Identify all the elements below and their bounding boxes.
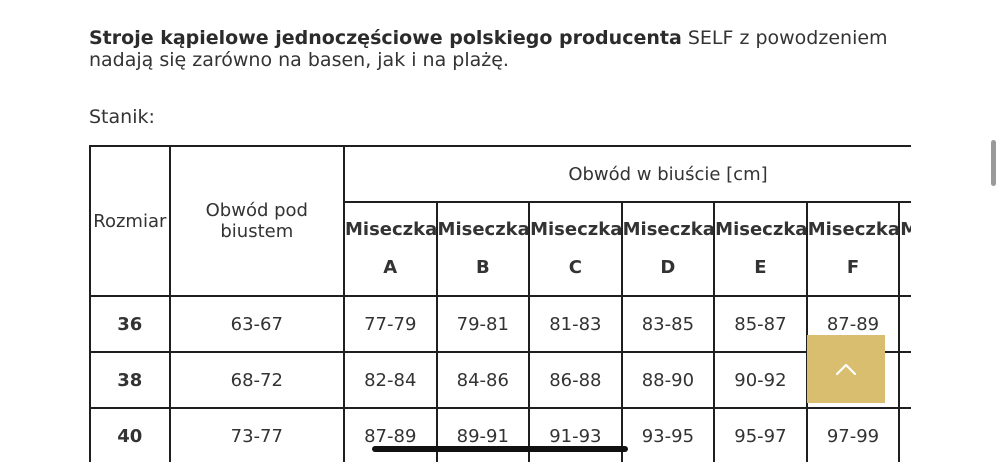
bust-cell: 97-99 (805, 407, 901, 462)
cup-word: Miseczka (622, 219, 715, 240)
bust-cell: 95-97 (713, 407, 808, 462)
cup-word: Miseczka (715, 219, 808, 240)
cup-header-f: Miseczka F (805, 201, 901, 297)
bust-cell: 89-91 (898, 295, 911, 353)
bust-cell: 87-89 (342, 407, 438, 462)
cup-word: Miseczka (437, 219, 530, 240)
cup-word: Miseczka (530, 219, 623, 240)
bust-cell: 84-86 (435, 351, 531, 409)
bust-cell: 83-85 (620, 295, 716, 353)
bust-cell: 89-91 (435, 407, 531, 462)
cup-word: Miseczka (344, 219, 438, 240)
cup-letter: C (568, 257, 582, 278)
scroll-to-top-button[interactable] (807, 335, 885, 403)
size-cell: 36 (89, 295, 171, 353)
cup-letter: A (383, 257, 398, 278)
underbust-header: Obwód pod biustem (168, 145, 345, 297)
size-cell: 40 (89, 407, 171, 462)
chevron-up-icon (835, 363, 857, 376)
bust-cell: 88-90 (620, 351, 716, 409)
intro-bold-text: Stroje kąpielowe jednoczęściowe polskieg… (89, 27, 682, 49)
bust-header: Obwód w biuście [cm] (342, 145, 911, 203)
bust-cell: 91-93 (528, 407, 623, 462)
bust-cell: 81-83 (528, 295, 623, 353)
bust-cell: 82-84 (342, 351, 438, 409)
size-cell: 38 (89, 351, 171, 409)
size-table-wrapper[interactable]: Rozmiar Obwód pod biustem Obwód w biuści… (89, 145, 911, 462)
bust-cell: 94-96 (898, 351, 911, 409)
cup-letter: G (900, 249, 911, 287)
section-label: Stanik: (89, 106, 155, 128)
cup-header-a: Miseczka A (342, 201, 438, 297)
cup-letter: E (754, 257, 767, 278)
cup-header-b: Miseczka B (435, 201, 531, 297)
bust-cell: 90-92 (713, 351, 808, 409)
horizontal-scroll-indicator[interactable] (372, 446, 628, 452)
underbust-cell: 68-72 (168, 351, 345, 409)
cup-header-e: Miseczka E (713, 201, 808, 297)
bust-cell: 77-79 (342, 295, 438, 353)
size-table: Rozmiar Obwód pod biustem Obwód w biuści… (89, 145, 911, 462)
table-row: 4073-7787-8989-9191-9393-9595-9797-9999-… (89, 407, 911, 462)
cup-header-d: Miseczka D (620, 201, 716, 297)
size-header: Rozmiar (89, 145, 171, 297)
intro-text: SELF z powodzeniem nadają się zarówno na… (89, 27, 888, 71)
cup-letter: F (846, 257, 860, 278)
underbust-cell: 73-77 (168, 407, 345, 462)
bust-cell: 79-81 (435, 295, 531, 353)
page-scrollbar[interactable] (991, 140, 996, 186)
bust-cell: 93-95 (620, 407, 716, 462)
cup-word: Miseczka (807, 219, 900, 240)
cup-header-g: Miseczka G (898, 201, 911, 297)
cup-letter: D (660, 257, 676, 278)
table-row: 3663-6777-7979-8181-8383-8585-8787-8989-… (89, 295, 911, 353)
intro-paragraph: Stroje kąpielowe jednoczęściowe polskieg… (89, 27, 919, 71)
bust-cell: 86-88 (528, 351, 623, 409)
cup-word: Miseczka (900, 219, 911, 240)
bust-cell: 99-101 (898, 407, 911, 462)
bust-cell: 85-87 (713, 295, 808, 353)
cup-letter: B (475, 257, 490, 278)
table-row: 3868-7282-8484-8686-8888-9090-9292-9494-… (89, 351, 911, 409)
cup-header-c: Miseczka C (528, 201, 623, 297)
underbust-cell: 63-67 (168, 295, 345, 353)
